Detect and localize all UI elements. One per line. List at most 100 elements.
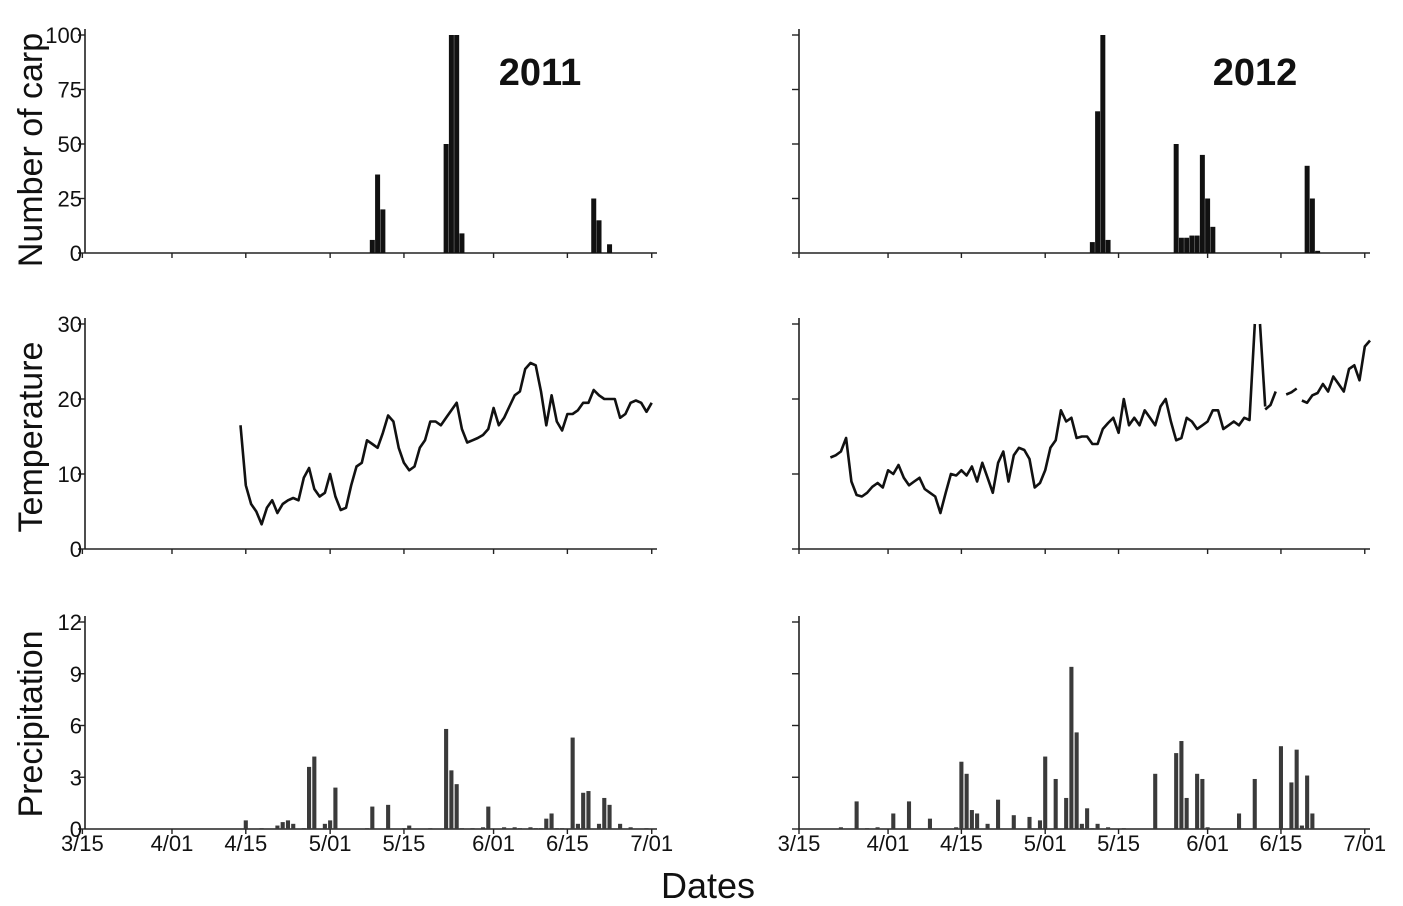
bar-carp	[369, 239, 375, 253]
y-axis-label-precip: Precipitation	[12, 630, 50, 817]
temperature-line	[1285, 387, 1298, 396]
bar-carp	[1304, 165, 1310, 253]
bar-precip	[1011, 815, 1016, 829]
bar-precip	[449, 770, 454, 829]
y-tick-label: 6	[70, 714, 82, 739]
bar-precip	[1205, 827, 1210, 829]
bar-precip	[517, 828, 522, 829]
bar-precip	[312, 756, 317, 829]
bar-precip	[581, 792, 586, 829]
bar-precip	[996, 799, 1001, 829]
bar-precip	[954, 827, 959, 829]
bar-precip	[275, 825, 280, 829]
panel-2011-temp: 0 10 20 30	[58, 312, 657, 562]
bar-precip	[306, 766, 312, 829]
bar-precip	[554, 828, 559, 829]
year-label-2011: 2011	[499, 52, 581, 94]
temperature-line	[829, 323, 1257, 515]
bar-precip	[285, 820, 291, 829]
y-tick-label: 20	[58, 387, 82, 412]
bar-precip	[1294, 749, 1299, 829]
x-tick-label: 6/15	[1260, 831, 1303, 856]
x-tick-label: 5/15	[1097, 831, 1140, 856]
bar-precip	[586, 791, 591, 829]
temperature-line	[1264, 391, 1277, 411]
bar-precip	[560, 828, 565, 829]
bar-carp	[1210, 226, 1216, 253]
y-tick-label: 3	[70, 765, 82, 790]
bar-precip	[544, 818, 549, 829]
bar-carp	[1105, 239, 1111, 253]
bar-precip	[1252, 778, 1257, 829]
bar-precip	[301, 828, 306, 829]
bar-precip	[1085, 808, 1090, 829]
bar-carp	[448, 35, 454, 253]
x-tick-label: 7/01	[630, 831, 673, 856]
bar-precip	[602, 797, 607, 829]
bar-precip	[575, 823, 580, 829]
bar-precip	[1179, 741, 1184, 829]
y-tick-label: 9	[70, 662, 82, 687]
bar-precip	[1053, 778, 1058, 829]
bar-precip	[1174, 753, 1179, 829]
bar-precip	[533, 828, 538, 829]
bar-carp	[454, 35, 460, 253]
bar-precip	[386, 804, 391, 829]
bar-carp	[1095, 111, 1101, 253]
bar-precip	[528, 827, 533, 829]
bar-carp	[1309, 198, 1315, 253]
temperature-line	[1258, 323, 1267, 407]
bar-precip	[1043, 756, 1048, 829]
bar-precip	[333, 787, 338, 829]
bar-precip	[927, 818, 933, 829]
bar-precip	[1090, 828, 1095, 829]
x-tick-label: 5/15	[383, 831, 426, 856]
bar-precip	[975, 813, 980, 829]
y-tick-label: 30	[58, 312, 82, 337]
bar-precip	[291, 823, 296, 829]
bar-precip	[486, 806, 491, 829]
x-tick-label: 5/01	[309, 831, 352, 856]
bar-carp	[459, 233, 465, 253]
y-tick-label: 12	[58, 610, 82, 635]
panel-2011-precip: 0 3 6 9 12 3/15 4/01 4/15 5/01 5/15 6/01 6/15 7/01	[58, 610, 674, 856]
y-tick-label: 10	[58, 462, 82, 487]
bar-carp	[1184, 237, 1190, 253]
bar-carp	[1199, 154, 1205, 253]
bar-precip	[444, 728, 449, 829]
bar-precip	[618, 823, 623, 829]
bar-carp	[380, 209, 386, 253]
bar-precip	[1153, 773, 1158, 829]
bar-precip	[596, 823, 602, 829]
y-tick-label: 50	[58, 132, 82, 157]
bar-precip	[1037, 820, 1043, 829]
bar-carp	[1189, 235, 1195, 253]
bar-precip	[1195, 773, 1200, 829]
bar-precip	[1310, 813, 1315, 829]
y-tick-label: 25	[58, 187, 82, 212]
bar-precip	[549, 813, 554, 829]
bar-carp	[1194, 235, 1200, 253]
bar-precip	[1305, 775, 1310, 829]
bar-carp	[1173, 144, 1179, 253]
bar-precip	[470, 828, 475, 829]
y-axis-label-carp: Number of carp	[12, 33, 50, 267]
bar-carp	[1089, 242, 1095, 253]
x-tick-label: 4/01	[151, 831, 194, 856]
x-tick-label: 6/01	[1186, 831, 1229, 856]
bar-precip	[1278, 746, 1283, 829]
bar-precip	[1106, 827, 1111, 829]
y-axis-label-temp: Temperature	[12, 342, 50, 533]
bar-precip	[1289, 782, 1294, 829]
bar-precip	[322, 823, 327, 829]
bar-precip	[538, 828, 544, 829]
bar-precip	[259, 828, 264, 829]
bar-carp	[443, 144, 449, 253]
bar-precip	[959, 761, 964, 829]
bar-precip	[1069, 666, 1074, 829]
bar-precip	[1121, 828, 1126, 829]
x-tick-label: 4/01	[867, 831, 910, 856]
bar-precip	[985, 823, 990, 829]
bar-precip	[459, 828, 464, 829]
x-tick-label: 7/01	[1343, 831, 1386, 856]
